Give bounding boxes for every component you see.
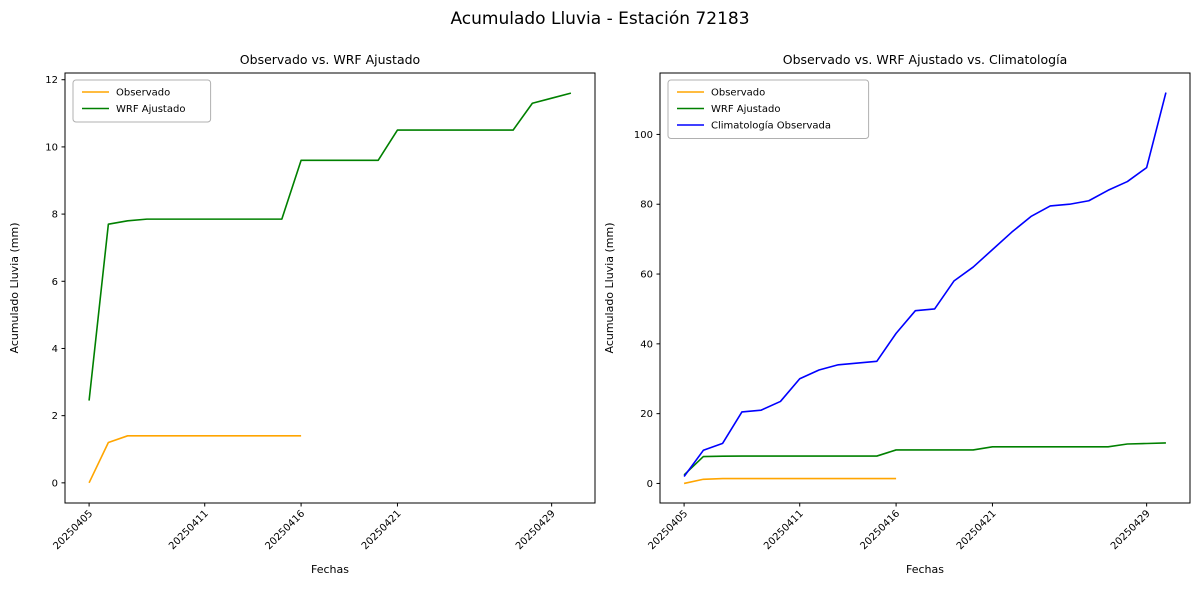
legend-label-wrf-ajustado: WRF Ajustado xyxy=(116,104,185,115)
y-tick-label: 10 xyxy=(45,142,58,153)
series-line-observado xyxy=(88,435,302,484)
legend: Observado WRF Ajustado xyxy=(72,79,212,123)
y-tick-label: 80 xyxy=(640,200,653,211)
x-tick-label: 20250421 xyxy=(955,508,999,552)
legend-box xyxy=(667,79,870,139)
y-tick-label: 40 xyxy=(640,339,653,350)
x-tick-label: 20250429 xyxy=(1109,508,1153,552)
y-tick-label: 0 xyxy=(647,479,653,490)
series-line-observado xyxy=(683,477,897,485)
legend-label-observado: Observado xyxy=(116,88,170,99)
y-tick-label: 12 xyxy=(45,75,58,86)
y-axis-label: Acumulado Lluvia (mm) xyxy=(8,222,21,353)
chart-title: Observado vs. WRF Ajustado xyxy=(240,52,420,67)
legend-label-observado: Observado xyxy=(711,88,765,99)
y-tick-label: 100 xyxy=(634,130,653,141)
plot-border xyxy=(659,72,1191,504)
plot-border xyxy=(64,72,596,504)
y-tick-label: 0 xyxy=(52,478,58,489)
y-axis-label: Acumulado Lluvia (mm) xyxy=(603,222,616,353)
y-tick-label: 4 xyxy=(52,344,58,355)
legend-box xyxy=(72,79,212,123)
x-axis-label: Fechas xyxy=(906,563,944,576)
x-tick-label: 20250429 xyxy=(514,508,558,552)
y-tick-label: 6 xyxy=(52,277,58,288)
y-tick-label: 2 xyxy=(52,411,58,422)
chart-title: Observado vs. WRF Ajustado vs. Climatolo… xyxy=(783,52,1067,67)
y-tick-label: 8 xyxy=(52,210,58,221)
x-tick-label: 20250405 xyxy=(646,508,690,552)
legend: Observado WRF Ajustado Climatología Observ… xyxy=(667,79,870,139)
x-tick-label: 20250416 xyxy=(858,508,902,552)
x-tick-label: 20250416 xyxy=(263,508,307,552)
y-tick-label: 20 xyxy=(640,409,653,420)
left-chart: 0 2 4 6 8 10 12 20250405 20250411 20250416 2025042… xyxy=(8,52,596,576)
legend-label-climatología-observada: Climatología Observada xyxy=(711,120,831,132)
y-tick-label: 60 xyxy=(640,270,653,281)
x-tick-label: 20250405 xyxy=(51,508,95,552)
figure-title: Acumulado Lluvia - Estación 72183 xyxy=(450,9,750,29)
x-axis-label: Fechas xyxy=(311,563,349,576)
right-chart: 0 20 40 60 80 100 20250405 20250411 20250416 2025… xyxy=(603,52,1191,576)
x-tick-label: 20250411 xyxy=(762,508,806,552)
x-tick-label: 20250421 xyxy=(360,508,404,552)
series-line-wrf-ajustado xyxy=(683,442,1166,476)
legend-label-wrf-ajustado: WRF Ajustado xyxy=(711,104,780,115)
series-line-wrf-ajustado xyxy=(88,92,572,401)
series-line-climatología-observada xyxy=(683,92,1167,477)
x-tick-label: 20250411 xyxy=(167,508,211,552)
